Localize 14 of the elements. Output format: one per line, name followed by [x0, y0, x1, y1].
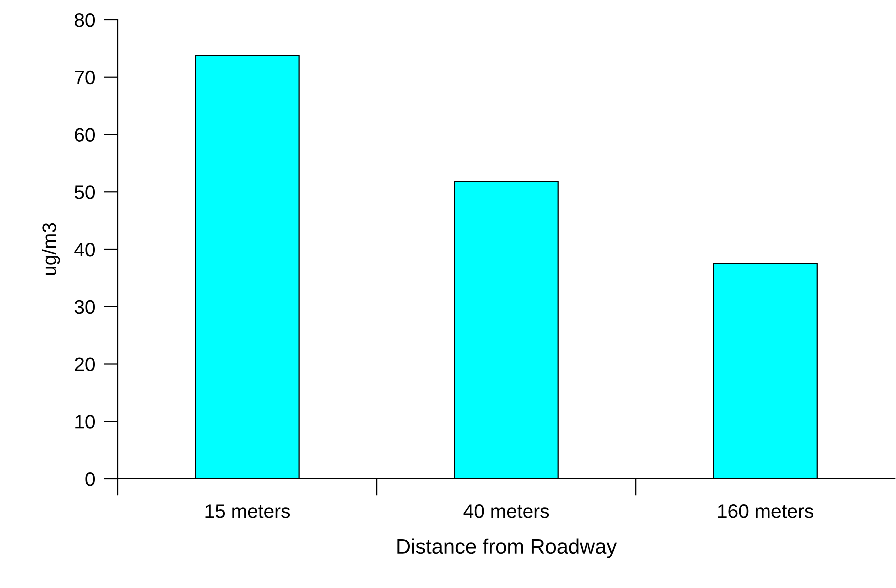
y-tick-label: 30 — [74, 300, 96, 314]
y-axis-title: ug/m3 — [42, 223, 60, 276]
x-tick-label: 40 meters — [464, 504, 550, 518]
x-tick-label: 15 meters — [206, 504, 290, 518]
y-tick-label: 20 — [75, 358, 96, 372]
y-tick-label: 70 — [75, 70, 96, 85]
y-tick-label: 10 — [76, 415, 96, 429]
y-tick-label: 80 — [74, 13, 96, 28]
x-axis-title: Distance from Roadway — [398, 538, 618, 558]
y-tick-label: 60 — [75, 128, 96, 142]
y-tick-label: 40 — [74, 242, 96, 257]
y-tick-label: 0 — [86, 472, 96, 486]
x-tick-label: 160 meters — [718, 504, 814, 518]
y-tick-label: 50 — [74, 186, 96, 200]
